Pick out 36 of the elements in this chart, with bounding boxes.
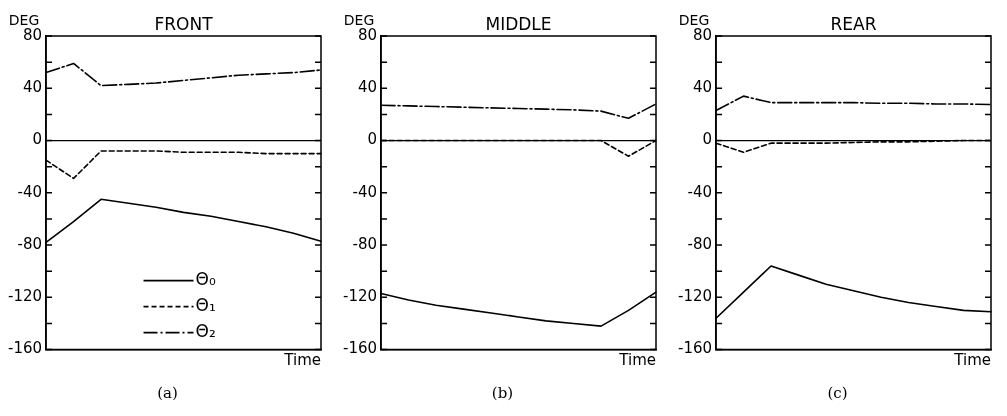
chart-title: FRONT (154, 13, 214, 34)
y-tick-label: -120 (343, 287, 378, 306)
y-axis-title: DEG (343, 11, 375, 28)
y-tick-label: 40 (357, 78, 378, 97)
text: (c) (826, 384, 849, 402)
text: (b) (490, 384, 515, 402)
x-axis-title: Time (953, 350, 991, 369)
y-axis-title: DEG (8, 11, 40, 28)
y-tick-label: 0 (32, 130, 43, 149)
y-tick-label: -40 (687, 182, 713, 201)
y-tick-label: 0 (702, 130, 713, 149)
y-tick-label: -40 (352, 182, 378, 201)
y-tick-label: -160 (8, 339, 43, 358)
y-tick-label: 0 (367, 130, 378, 149)
y-tick-label: -160 (678, 339, 713, 358)
y-tick-label: -80 (687, 234, 713, 253)
y-tick-label: 80 (22, 25, 43, 44)
text: (a) (156, 384, 179, 402)
y-tick-label: 40 (22, 78, 43, 97)
x-axis-title: Time (618, 350, 656, 369)
y-tick-label: 40 (692, 78, 713, 97)
chart-title: MIDDLE (485, 13, 552, 34)
y-tick-label: 80 (692, 25, 713, 44)
y-tick-label: -160 (343, 339, 378, 358)
y-tick-label: -40 (17, 182, 43, 201)
y-tick-label: -120 (8, 287, 43, 306)
legend-label: Θ₀ (195, 269, 216, 290)
y-axis-title: DEG (678, 11, 710, 28)
x-axis-title: Time (283, 350, 321, 369)
y-tick-label: 80 (357, 25, 378, 44)
chart-title: REAR (830, 13, 877, 34)
y-tick-label: -120 (678, 287, 713, 306)
legend-label: Θ₂ (195, 321, 216, 342)
y-tick-label: -80 (17, 234, 43, 253)
legend-label: Θ₁ (195, 295, 216, 316)
y-tick-label: -80 (352, 234, 378, 253)
